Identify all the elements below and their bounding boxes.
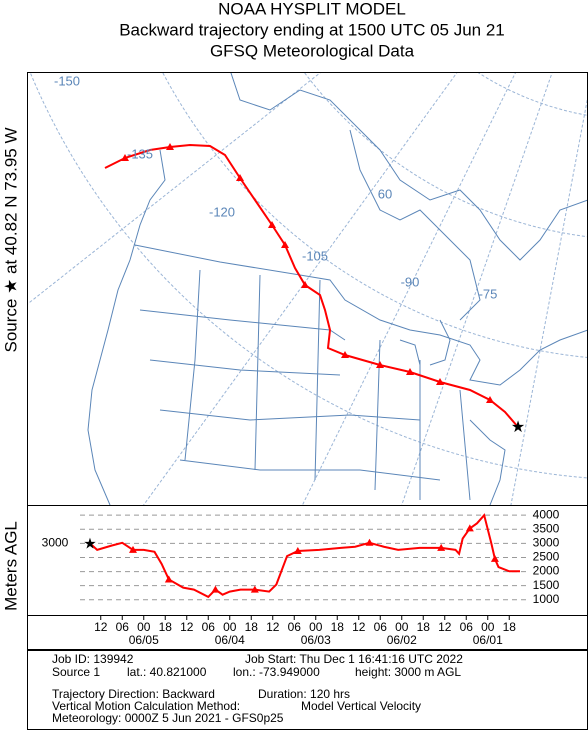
x-tick-label: 00	[309, 620, 323, 634]
map-background	[27, 72, 588, 505]
info-text: Model Vertical Velocity	[301, 699, 421, 713]
start-marker: ★	[83, 535, 96, 552]
y-tick-label: 3500	[533, 521, 560, 535]
x-tick-label: 12	[352, 620, 366, 634]
info-text: Job Start: Thu Dec 1 16:41:16 UTC 2022	[245, 652, 463, 666]
info-text: Trajectory Direction: Backward	[52, 687, 215, 701]
x-tick-label: 12	[266, 620, 280, 634]
x-tick-label: 06	[116, 620, 130, 634]
grid-label: -105	[302, 248, 328, 263]
x-tick-label: 06	[202, 620, 216, 634]
height-marker	[365, 538, 374, 546]
grid-label: -75	[479, 286, 498, 301]
x-tick-label: 18	[245, 620, 259, 634]
x-tick-label: 18	[331, 620, 345, 634]
x-tick-label: 12	[438, 620, 452, 634]
x-tick-label: 00	[223, 620, 237, 634]
x-tick-label: 00	[137, 620, 151, 634]
x-tick-label: 12	[180, 620, 194, 634]
height-marker	[437, 543, 446, 551]
info-text: Source 1	[52, 665, 100, 679]
height-marker	[465, 524, 474, 532]
date-label: 06/02	[387, 633, 417, 647]
height-marker	[250, 585, 259, 593]
date-label: 06/04	[215, 633, 245, 647]
y-tick-label: 4000	[533, 507, 560, 521]
height-line	[89, 513, 520, 599]
date-label: 06/01	[473, 633, 503, 647]
height-marker	[293, 546, 302, 554]
y-tick-label: 2500	[533, 550, 560, 564]
title-line: Backward trajectory ending at 1500 UTC 0…	[119, 20, 505, 39]
x-tick-label: 06	[288, 620, 302, 634]
x-tick-label: 18	[159, 620, 173, 634]
grid-label: -120	[209, 204, 235, 219]
title-line: NOAA HYSPLIT MODEL	[218, 0, 406, 18]
grid-label: -150	[54, 73, 80, 88]
x-tick-label: 06	[374, 620, 388, 634]
x-tick-label: 06	[460, 620, 474, 634]
source-label: Source ★ at 40.82 N 73.95 W	[1, 127, 20, 352]
y-axis-label: Meters AGL	[1, 521, 20, 611]
info-text: lon.: -73.949000	[233, 665, 320, 679]
height-marker	[164, 575, 173, 583]
x-tick-label: 00	[395, 620, 409, 634]
title-line: GFSQ Meteorological Data	[210, 41, 415, 60]
date-label: 06/03	[301, 633, 331, 647]
source-height-label: 3000	[42, 536, 69, 550]
source-star: ★	[511, 419, 525, 436]
info-text: Duration: 120 hrs	[258, 687, 350, 701]
grid-label: -90	[401, 274, 420, 289]
y-tick-label: 1000	[533, 592, 560, 606]
x-tick-label: 00	[481, 620, 495, 634]
info-text: Job ID: 139942	[52, 652, 134, 666]
x-tick-label: 18	[503, 620, 517, 634]
info-text: lat.: 40.821000	[127, 665, 207, 679]
y-tick-label: 1500	[533, 578, 560, 592]
info-text: height: 3000 m AGL	[355, 665, 461, 679]
height-marker	[490, 554, 499, 562]
height-marker	[211, 585, 220, 593]
y-tick-label: 2000	[533, 564, 560, 578]
y-tick-label: 3000	[533, 536, 560, 550]
date-label: 06/05	[129, 633, 159, 647]
info-text: Vertical Motion Calculation Method:	[52, 699, 240, 713]
x-tick-label: 12	[94, 620, 108, 634]
info-text: Meteorology: 0000Z 5 Jun 2021 - GFS0p25	[52, 711, 284, 725]
x-tick-label: 18	[417, 620, 431, 634]
height-panel-frame	[27, 505, 588, 616]
grid-label: -135	[127, 146, 153, 161]
coastlines-and-borders	[87, 72, 588, 505]
grid-label: 60	[378, 186, 392, 201]
height-marker	[129, 545, 137, 553]
map: ★ -150 -135 -120 -105 -90 -75 60	[27, 72, 588, 505]
trajectory-markers	[121, 143, 494, 403]
